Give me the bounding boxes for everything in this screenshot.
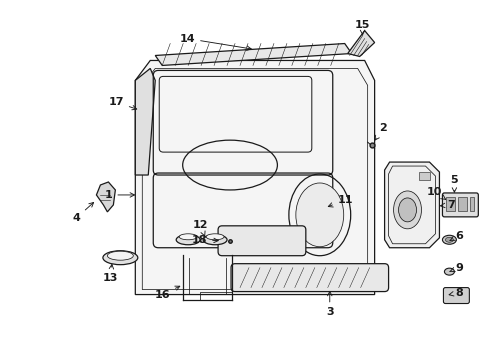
Text: 8: 8 [448,288,462,298]
Polygon shape [384,162,439,248]
Polygon shape [155,44,351,66]
Text: 10: 10 [426,187,445,199]
Text: 11: 11 [327,195,352,207]
Bar [457,197,467,211]
Text: 7: 7 [440,200,454,210]
Bar [469,197,473,211]
Ellipse shape [203,235,226,245]
Ellipse shape [102,251,138,265]
Ellipse shape [444,268,453,275]
Ellipse shape [442,235,455,244]
FancyBboxPatch shape [230,264,388,292]
Polygon shape [96,182,115,212]
Polygon shape [347,31,374,57]
Text: 6: 6 [449,231,462,241]
Text: 5: 5 [449,175,457,192]
FancyBboxPatch shape [443,288,468,303]
Ellipse shape [179,234,197,240]
Ellipse shape [398,198,416,222]
Text: 15: 15 [354,19,369,35]
Ellipse shape [176,235,200,245]
Bar [446,197,454,211]
Text: 13: 13 [102,265,118,283]
Ellipse shape [205,234,224,240]
Polygon shape [135,68,155,175]
Bar [418,172,429,180]
Text: 18: 18 [191,235,218,245]
Text: 3: 3 [325,291,333,318]
Text: 14: 14 [179,33,251,50]
Ellipse shape [445,237,452,242]
Text: 16: 16 [154,286,180,300]
Text: 1: 1 [104,190,134,200]
Ellipse shape [295,183,343,247]
FancyBboxPatch shape [442,193,477,217]
Text: 2: 2 [374,123,386,140]
Text: 9: 9 [449,263,462,273]
FancyBboxPatch shape [218,226,305,256]
Ellipse shape [393,191,421,229]
Text: 17: 17 [108,97,137,110]
Text: 12: 12 [192,220,207,236]
Text: 4: 4 [72,202,93,223]
Polygon shape [135,60,374,294]
Ellipse shape [107,251,133,260]
